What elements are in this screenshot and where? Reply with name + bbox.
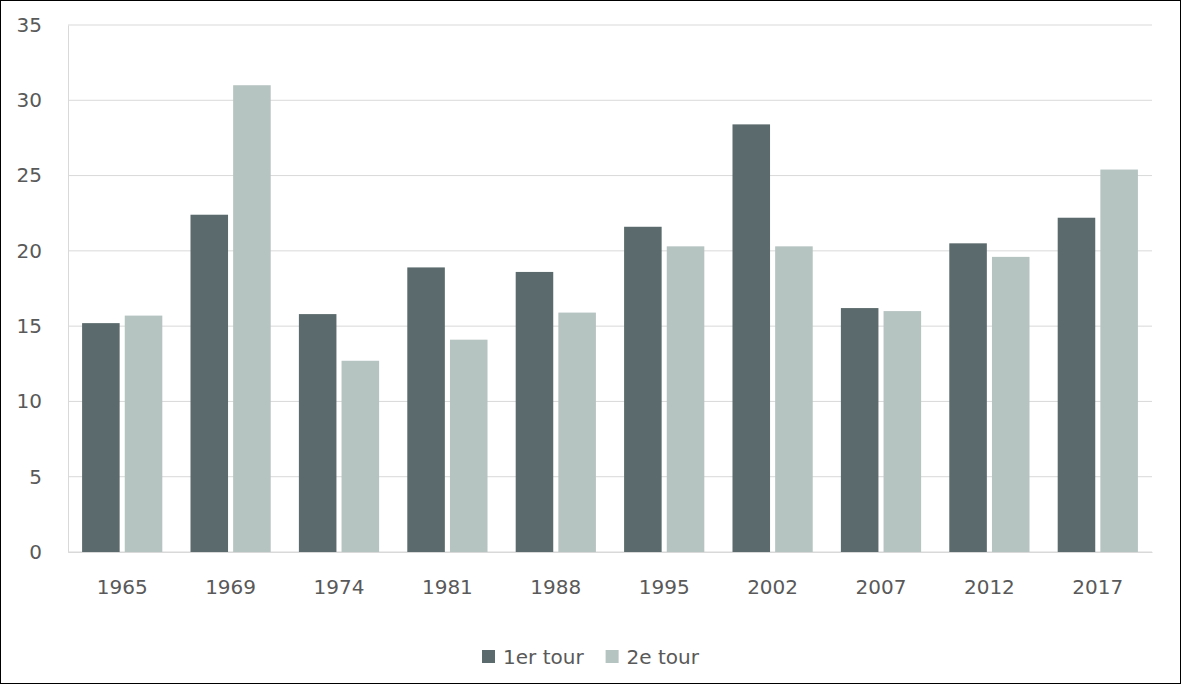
x-tick-label: 2007 [856, 575, 907, 599]
y-tick-label: 25 [17, 163, 42, 187]
bar [516, 272, 554, 552]
bar [667, 246, 705, 552]
bar [884, 311, 922, 552]
grid-line [68, 401, 1152, 402]
plot: 0 5 10 15 20 25 30 35 1965 1969 1974 1981 1988 1995 20… [17, 13, 1153, 599]
y-tick-label: 35 [17, 13, 42, 37]
bar [450, 340, 488, 552]
bar [233, 85, 271, 552]
bar [190, 215, 228, 552]
y-tick: 20 [17, 239, 68, 263]
y-tick-label: 15 [17, 314, 42, 338]
x-tick: 2017 [1072, 552, 1123, 599]
grid-line [68, 100, 1152, 101]
y-tick: 25 [17, 163, 68, 187]
bar [1100, 170, 1138, 552]
x-tick-label: 1969 [205, 575, 256, 599]
bar [82, 323, 120, 552]
x-axis: 1965 1969 1974 1981 1988 1995 2002 2007 2012 2017 [69, 552, 1153, 599]
bar [949, 243, 987, 552]
bar [841, 308, 879, 552]
bar [125, 316, 163, 552]
bar [992, 257, 1030, 552]
y-tick-label: 5 [29, 465, 42, 489]
x-tick: 2002 [747, 552, 798, 599]
y-tick: 0 [29, 540, 68, 564]
y-tick: 35 [17, 13, 68, 37]
y-tick: 15 [17, 314, 68, 338]
bar [558, 313, 596, 552]
x-tick-label: 1981 [422, 575, 473, 599]
x-tick: 1969 [205, 552, 256, 599]
x-tick: 2012 [964, 552, 1015, 599]
grid-line [68, 552, 1152, 553]
bar [407, 267, 445, 552]
frame [1, 1, 1181, 684]
x-tick: 2007 [856, 552, 907, 599]
bar [732, 124, 770, 552]
grid [68, 25, 1152, 552]
x-tick: 1981 [422, 552, 473, 599]
legend-label: 1er tour [503, 645, 584, 669]
y-axis: 0 5 10 15 20 25 30 35 [17, 13, 69, 564]
legend-item: 1er tour [482, 645, 584, 669]
series [125, 85, 1138, 552]
legend-swatch [606, 650, 619, 663]
x-tick: 1965 [97, 552, 148, 599]
legend-swatch [482, 650, 495, 663]
bar [1058, 218, 1096, 552]
x-tick-label: 1995 [639, 575, 690, 599]
grid-line [68, 476, 1152, 477]
legend-item: 2e tour [606, 645, 700, 669]
x-tick-label: 1974 [314, 575, 365, 599]
x-tick-label: 2017 [1072, 575, 1123, 599]
grid-line [68, 25, 1152, 26]
grid-line [68, 250, 1152, 251]
legend-label: 2e tour [627, 645, 700, 669]
chart: 0 5 10 15 20 25 30 35 1965 1969 1974 1981 1988 1995 20… [0, 0, 1181, 684]
y-tick: 10 [17, 389, 68, 413]
bar [342, 361, 380, 552]
y-axis-line [68, 26, 69, 553]
bar [299, 314, 337, 552]
x-tick-label: 2002 [747, 575, 798, 599]
y-tick-label: 20 [17, 239, 42, 263]
bar [775, 246, 813, 552]
legend: 1er tour 2e tour [482, 645, 700, 669]
y-tick: 5 [29, 465, 68, 489]
bars [82, 85, 1138, 552]
y-tick-label: 0 [29, 540, 42, 564]
x-tick-label: 1988 [530, 575, 581, 599]
x-tick: 1988 [530, 552, 581, 599]
y-tick-label: 10 [17, 389, 42, 413]
x-axis-line [69, 552, 1153, 553]
grid-line [68, 326, 1152, 327]
bar [624, 227, 662, 552]
x-tick-label: 1965 [97, 575, 148, 599]
y-tick: 30 [17, 88, 68, 112]
grid-line [68, 175, 1152, 176]
x-tick: 1995 [639, 552, 690, 599]
x-tick-label: 2012 [964, 575, 1015, 599]
y-tick-label: 30 [17, 88, 42, 112]
x-tick: 1974 [314, 552, 365, 599]
